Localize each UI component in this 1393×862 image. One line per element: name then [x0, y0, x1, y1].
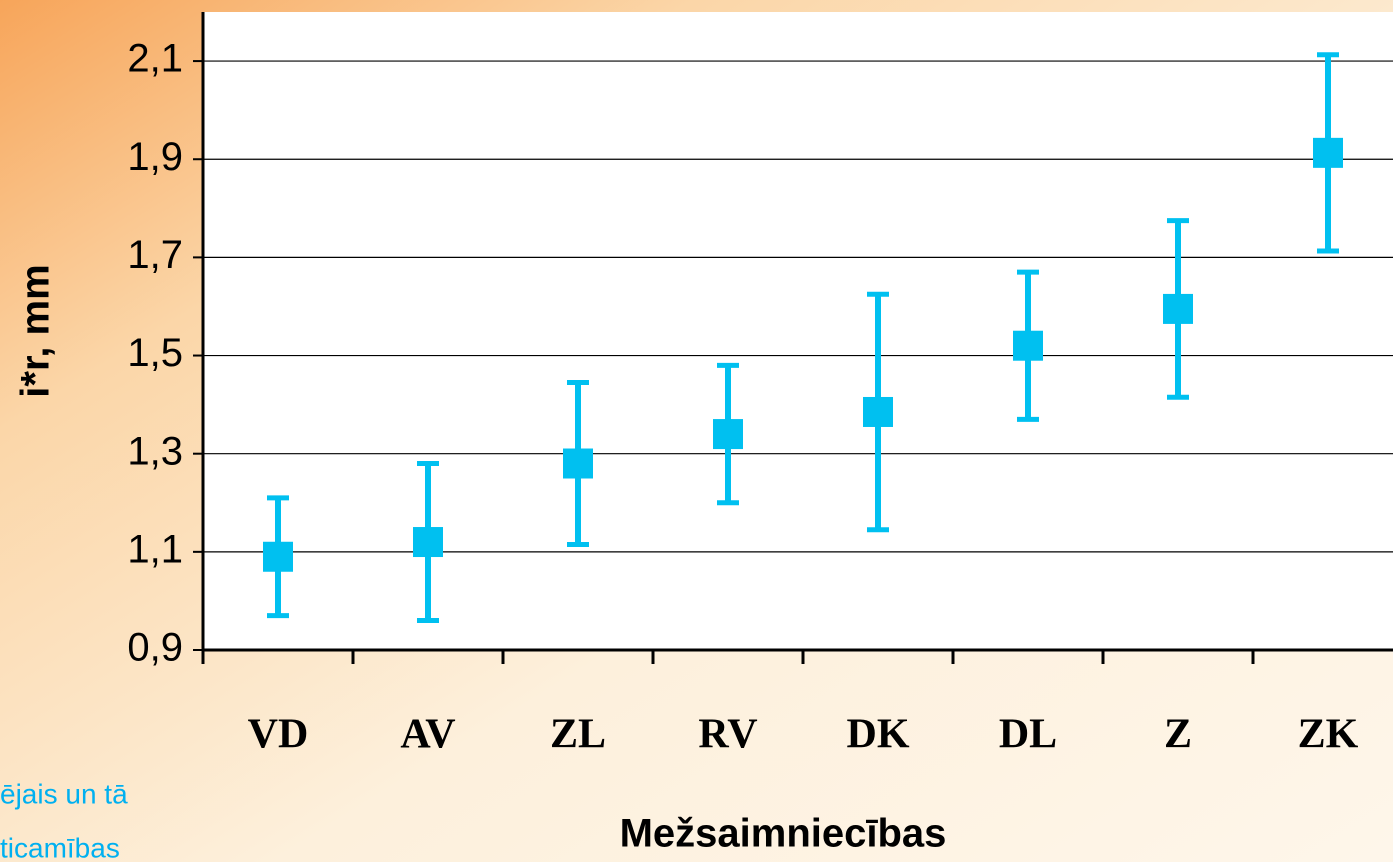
marker — [1013, 330, 1043, 361]
marker — [413, 527, 443, 558]
x-tick-label: ZK — [1298, 712, 1359, 758]
annotation: ticamības — [0, 832, 120, 862]
annotation: ējais un tā — [0, 778, 128, 809]
x-tick-label: RV — [698, 712, 757, 758]
x-axis-label: Mežsaimniecības — [620, 812, 947, 856]
y-tick-label: 2,1 — [127, 37, 183, 81]
x-tick-label: Z — [1164, 712, 1192, 758]
x-tick-label: AV — [400, 712, 455, 758]
y-tick-label: 1,1 — [127, 527, 183, 571]
x-tick-label: VD — [248, 712, 309, 758]
y-tick-label: 0,9 — [127, 626, 183, 670]
y-tick-label: 1,3 — [127, 429, 183, 473]
y-tick-label: 1,7 — [127, 233, 183, 277]
x-tick-label: DL — [999, 712, 1057, 758]
y-tick-label: 1,5 — [127, 331, 183, 375]
marker — [1163, 293, 1193, 324]
marker — [863, 396, 893, 427]
y-axis-label: i*r, mm — [14, 264, 58, 397]
x-tick-label: DK — [847, 712, 910, 758]
x-tick-label: ZL — [550, 712, 606, 758]
y-tick-label: 1,9 — [127, 135, 183, 179]
marker — [713, 419, 743, 450]
marker — [563, 448, 593, 479]
plot-area — [203, 12, 1393, 650]
marker — [263, 541, 293, 572]
marker — [1313, 137, 1343, 168]
